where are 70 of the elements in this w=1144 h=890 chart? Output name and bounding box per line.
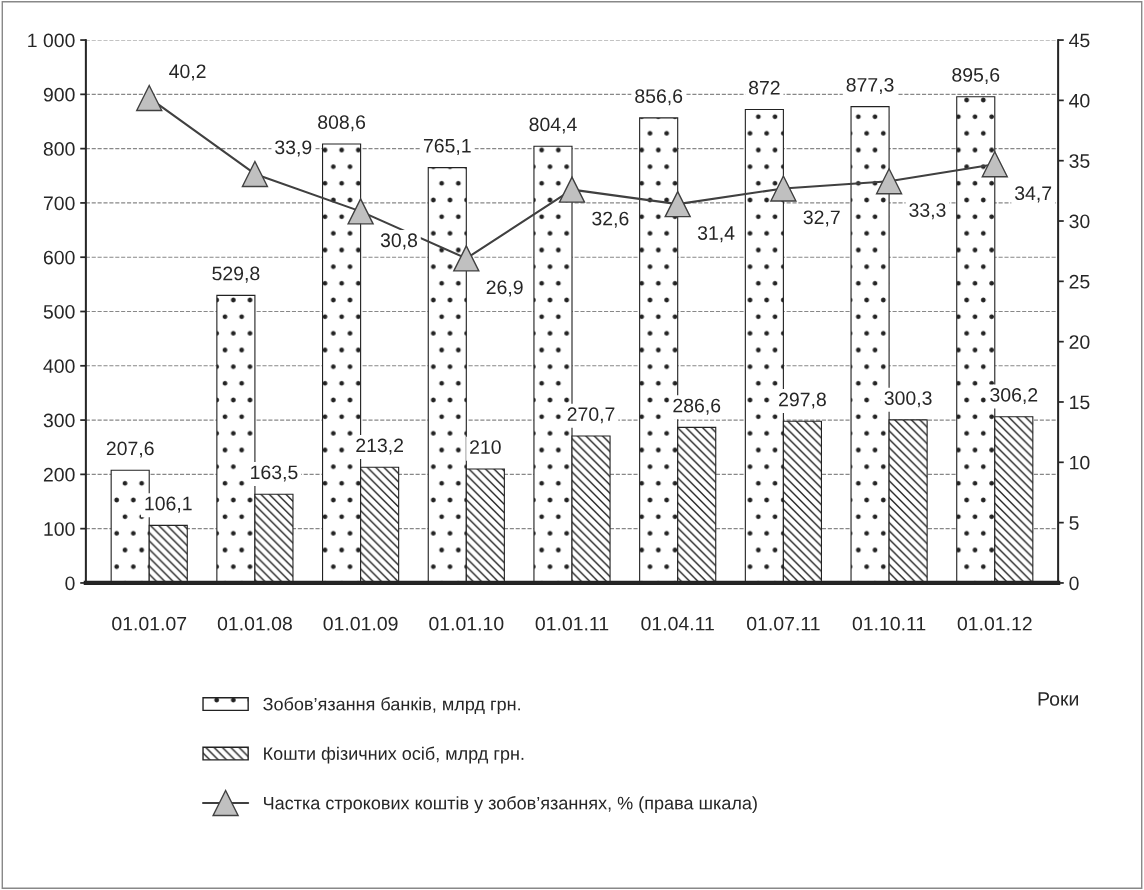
data-label: 32,7 bbox=[803, 210, 840, 227]
point bbox=[136, 84, 163, 112]
data-label: 804,4 bbox=[529, 117, 577, 134]
y2-tick-label: 5 bbox=[1069, 516, 1079, 530]
data-label: 286,6 bbox=[673, 398, 721, 415]
data-label: 40,2 bbox=[169, 64, 206, 81]
data-label: 808,6 bbox=[318, 115, 366, 132]
y2-tick-label: 15 bbox=[1070, 395, 1090, 410]
x-tick-label: 01.01.07 bbox=[112, 616, 187, 631]
y-tick-label: 100 bbox=[44, 522, 75, 536]
data-label: 210 bbox=[470, 440, 501, 454]
y2-tick-label: 40 bbox=[1069, 93, 1090, 108]
data-label: 32,6 bbox=[592, 211, 629, 228]
data-label: 895,6 bbox=[952, 68, 1000, 85]
y2-tick-label: 20 bbox=[1069, 335, 1090, 349]
data-label: 270,7 bbox=[567, 407, 615, 424]
y-tick-label: 400 bbox=[43, 359, 75, 374]
point bbox=[347, 198, 374, 225]
data-label: 213,2 bbox=[356, 438, 403, 455]
data-label: 34,7 bbox=[1014, 186, 1052, 203]
data-label: 765,1 bbox=[423, 138, 471, 155]
y2-tick-label: 30 bbox=[1069, 214, 1090, 229]
x-tick-label: 01.10.11 bbox=[852, 616, 926, 631]
data-label: 163,5 bbox=[251, 465, 298, 482]
y-tick-label: 500 bbox=[43, 304, 75, 319]
y-tick-label: 300 bbox=[43, 413, 75, 428]
data-label: 30,8 bbox=[380, 233, 418, 250]
data-label: 877,3 bbox=[846, 77, 894, 95]
x-axis-title: Роки bbox=[1038, 692, 1078, 706]
y-tick-label: 600 bbox=[43, 250, 75, 265]
y-tick-label: 1 000 bbox=[28, 33, 75, 48]
x-tick-label: 01.01.09 bbox=[323, 616, 398, 631]
legend-label: Зобов’язання банків, млрд грн. bbox=[263, 697, 520, 715]
data-label: 106,1 bbox=[145, 496, 192, 513]
y2-tick-label: 25 bbox=[1069, 274, 1090, 289]
x-tick-label: 01.01.11 bbox=[535, 616, 609, 631]
y2-tick-label: 0 bbox=[1069, 576, 1079, 591]
y2-tick-label: 45 bbox=[1069, 33, 1090, 48]
data-label: 297,8 bbox=[779, 392, 826, 409]
y-tick-label: 200 bbox=[43, 467, 75, 482]
y-tick-label: 900 bbox=[43, 87, 75, 102]
legend-label: Частка строкових коштів у зобов’язаннях, % (права шкала) bbox=[264, 796, 757, 814]
data-label: 529,8 bbox=[212, 266, 260, 283]
data-label: 300,3 bbox=[884, 391, 932, 408]
x-tick-label: 01.07.11 bbox=[747, 616, 820, 631]
x-tick-label: 01.01.08 bbox=[217, 616, 292, 631]
point bbox=[558, 176, 586, 203]
data-label: 33,3 bbox=[909, 203, 946, 220]
point bbox=[875, 168, 903, 195]
point bbox=[770, 175, 797, 202]
data-label: 33,9 bbox=[275, 140, 312, 157]
data-label: 872 bbox=[748, 80, 780, 95]
legend-label: Кошти фізичних осіб, млрд грн. bbox=[264, 746, 524, 764]
point bbox=[664, 190, 691, 218]
point bbox=[453, 245, 480, 272]
data-label: 856,6 bbox=[635, 89, 683, 106]
data-label: 31,4 bbox=[697, 226, 735, 243]
point bbox=[981, 151, 1008, 178]
data-label: 207,6 bbox=[106, 441, 154, 458]
x-tick-label: 01.04.11 bbox=[641, 616, 714, 631]
y-tick-label: 0 bbox=[65, 576, 75, 591]
y2-tick-label: 10 bbox=[1070, 455, 1090, 470]
point bbox=[241, 160, 269, 188]
y2-tick-label: 35 bbox=[1069, 154, 1090, 168]
x-tick-label: 01.01.10 bbox=[429, 616, 504, 631]
x-tick-label: 01.01.12 bbox=[957, 616, 1032, 631]
data-label: 26,9 bbox=[486, 280, 523, 297]
y-tick-label: 800 bbox=[43, 142, 75, 156]
data-label: 306,2 bbox=[990, 387, 1038, 405]
y-tick-label: 700 bbox=[43, 196, 75, 211]
